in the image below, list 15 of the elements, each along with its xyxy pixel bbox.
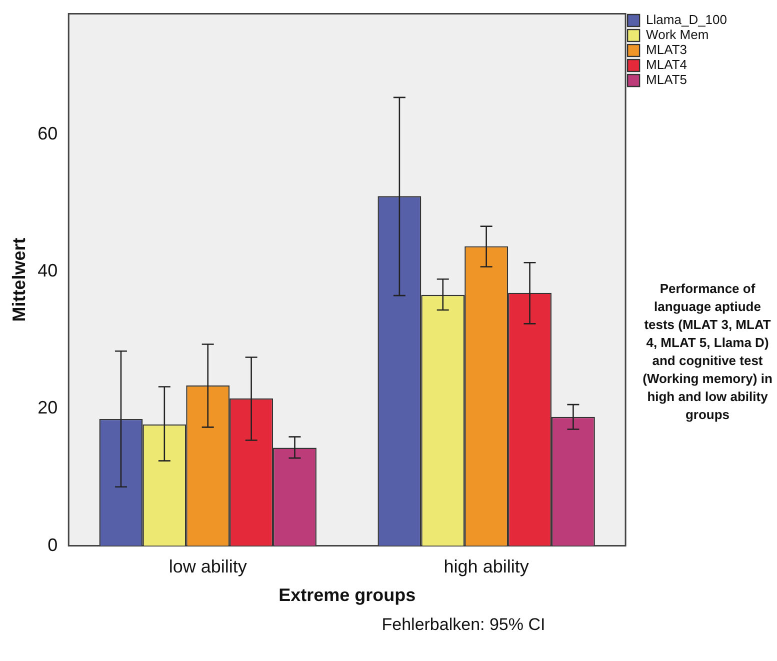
x-tick-label: low ability: [168, 556, 247, 577]
y-tick-label: 40: [38, 260, 58, 281]
y-tick-label: 0: [48, 534, 58, 555]
text: Performance of language aptiude tests (MLAT 3, MLAT 4, MLAT 5, Llama D) and cognitive test (Working memory) in high and low ability groups: [642, 280, 774, 424]
legend-label: MLAT5: [646, 72, 687, 88]
y-tick-label: 20: [38, 398, 58, 418]
x-axis-title: Extreme groups: [278, 585, 416, 606]
legend-label: Work Mem: [646, 27, 709, 42]
y-tick-label: 60: [38, 123, 58, 144]
legend-label: MLAT4: [646, 57, 687, 72]
text: Fehlerbalken: 95% CI: [380, 615, 546, 635]
legend-label: MLAT3: [646, 42, 687, 58]
x-tick-label: high ability: [444, 556, 529, 577]
y-axis-title: Mittelwert: [8, 238, 29, 322]
legend-label: Llama_D_100: [646, 12, 728, 28]
